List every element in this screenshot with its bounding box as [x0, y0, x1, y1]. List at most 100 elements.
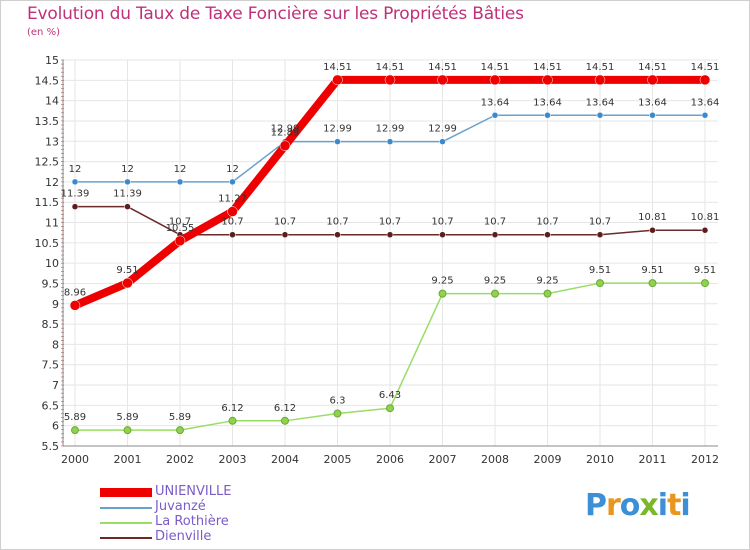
data-label-unienville: 14.51 — [481, 62, 510, 73]
data-label-juvanz-: 12.99 — [271, 124, 300, 135]
data-label-dienville: 10.7 — [169, 217, 191, 228]
data-point-dienville — [491, 231, 499, 238]
data-point-la-rothi-re — [491, 289, 499, 298]
logo-letter: t — [667, 488, 681, 523]
data-point-juvanz- — [124, 178, 131, 186]
x-tick-label: 2011 — [639, 453, 667, 466]
data-label-la-rothi-re: 9.51 — [589, 265, 611, 276]
data-point-dienville — [649, 226, 656, 234]
y-tick-label: 9.5 — [42, 277, 60, 290]
y-tick-label: 14 — [45, 95, 59, 108]
y-tick-label: 11 — [45, 217, 59, 230]
logo-letter: x — [639, 488, 658, 523]
data-point-juvanz- — [701, 112, 709, 119]
y-tick-label: 12.5 — [35, 156, 60, 169]
logo-letter: P — [585, 488, 607, 523]
data-label-dienville: 11.39 — [113, 189, 142, 200]
logo-letter: i — [680, 488, 690, 523]
data-label-unienville: 14.51 — [376, 62, 405, 73]
data-point-unienville — [699, 74, 711, 86]
data-point-la-rothi-re — [333, 409, 342, 418]
data-point-dienville — [439, 231, 446, 238]
data-point-la-rothi-re — [228, 416, 237, 425]
data-point-la-rothi-re — [701, 279, 709, 288]
y-tick-label: 11.5 — [35, 196, 60, 209]
data-label-juvanz-: 12.99 — [376, 124, 405, 135]
legend-swatch-juvanze — [100, 507, 152, 509]
data-point-la-rothi-re — [648, 279, 657, 288]
data-point-juvanz- — [544, 112, 551, 119]
data-label-dienville: 11.39 — [61, 189, 90, 200]
legend-swatch-la-rothiere — [100, 522, 152, 524]
y-tick-label: 6.5 — [42, 399, 60, 412]
data-point-dienville — [596, 231, 604, 238]
data-label-la-rothi-re: 6.43 — [379, 390, 401, 401]
data-label-la-rothi-re: 6.12 — [274, 403, 296, 414]
data-label-juvanz-: 13.64 — [638, 97, 667, 108]
data-point-unienville — [437, 74, 448, 86]
data-label-la-rothi-re: 5.89 — [64, 412, 86, 423]
chart-title: Evolution du Taux de Taxe Foncière sur l… — [27, 4, 524, 24]
data-point-juvanz- — [386, 138, 394, 145]
data-point-juvanz- — [491, 112, 499, 119]
x-tick-label: 2001 — [114, 453, 142, 466]
data-point-juvanz- — [439, 138, 446, 145]
data-point-dienville — [544, 231, 551, 238]
data-point-unienville — [384, 74, 396, 86]
data-point-dienville — [281, 231, 289, 238]
y-tick-label: 6 — [52, 420, 59, 433]
data-label-unienville: 14.51 — [638, 62, 667, 73]
data-label-juvanz-: 12.99 — [323, 124, 352, 135]
logo-letter: o — [619, 488, 641, 523]
data-point-unienville — [647, 74, 658, 86]
legend-label: La Rothière — [155, 514, 229, 529]
data-label-dienville: 10.81 — [638, 212, 667, 223]
y-tick-label: 7.5 — [42, 359, 60, 372]
y-tick-label: 5.5 — [42, 440, 60, 453]
x-tick-label: 2010 — [586, 453, 614, 466]
data-label-dienville: 10.81 — [691, 212, 720, 223]
data-label-unienville: 14.51 — [691, 62, 720, 73]
legend-label: Juvanzé — [155, 499, 206, 514]
data-point-la-rothi-re — [176, 426, 184, 435]
data-label-dienville: 10.7 — [536, 217, 558, 228]
data-label-la-rothi-re: 9.25 — [431, 276, 453, 287]
x-tick-label: 2003 — [219, 453, 247, 466]
proxiti-logo: Proxiti — [585, 488, 691, 523]
y-tick-label: 14.5 — [35, 74, 60, 87]
data-label-unienville: 14.51 — [323, 62, 352, 73]
data-point-unienville — [69, 300, 81, 311]
x-tick-label: 2002 — [166, 453, 194, 466]
x-tick-label: 2005 — [324, 453, 352, 466]
y-tick-label: 13.5 — [35, 115, 60, 128]
data-point-dienville — [124, 203, 131, 210]
x-tick-label: 2006 — [376, 453, 404, 466]
data-label-dienville: 10.7 — [326, 217, 348, 228]
data-point-la-rothi-re — [123, 426, 132, 435]
data-point-unienville — [174, 235, 186, 247]
data-label-juvanz-: 12 — [69, 164, 82, 175]
data-label-la-rothi-re: 9.25 — [536, 276, 558, 287]
data-label-la-rothi-re: 9.51 — [694, 265, 716, 276]
data-label-dienville: 10.7 — [274, 217, 296, 228]
data-point-la-rothi-re — [281, 416, 289, 425]
data-point-dienville — [386, 231, 394, 238]
data-label-unienville: 8.96 — [64, 287, 86, 298]
legend-swatch-dienville — [100, 537, 152, 539]
data-label-juvanz-: 13.64 — [691, 97, 720, 108]
data-label-juvanz-: 13.64 — [533, 97, 562, 108]
data-point-unienville — [122, 277, 133, 289]
y-tick-label: 7 — [52, 379, 59, 392]
data-point-la-rothi-re — [438, 289, 447, 298]
y-axis-unit-label: (en %) — [27, 27, 60, 38]
data-label-unienville: 10.55 — [166, 223, 195, 234]
data-label-juvanz-: 12.99 — [428, 124, 457, 135]
data-point-juvanz- — [71, 178, 79, 186]
data-point-dienville — [71, 203, 79, 210]
y-tick-label: 12 — [45, 176, 59, 189]
legend-swatch-unienville — [100, 488, 152, 497]
data-label-juvanz-: 12 — [121, 164, 134, 175]
y-tick-label: 13 — [45, 135, 59, 148]
logo-letter: r — [606, 488, 621, 523]
data-label-la-rothi-re: 6.12 — [221, 403, 243, 414]
